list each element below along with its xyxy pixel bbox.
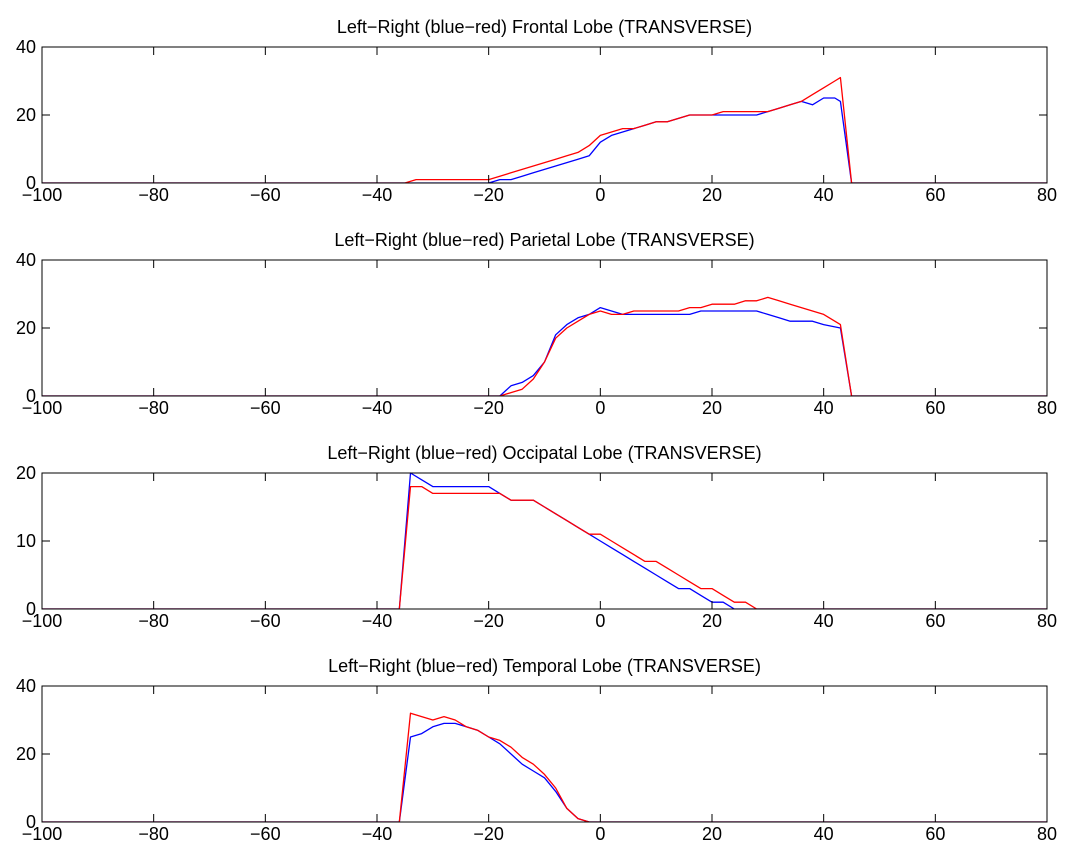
chart-title: Left−Right (blue−red) Parietal Lobe (TRA… xyxy=(334,230,754,250)
y-tick-label: 20 xyxy=(16,105,36,125)
x-tick-label: 80 xyxy=(1037,824,1057,844)
x-tick-label: 80 xyxy=(1037,611,1057,631)
x-tick-label: 40 xyxy=(814,398,834,418)
series-line-right xyxy=(42,485,1047,609)
axes-box xyxy=(41,472,1048,610)
x-tick-label: 20 xyxy=(702,611,722,631)
series-line-left xyxy=(42,97,1047,183)
x-tick-label: −100 xyxy=(22,185,63,205)
x-tick-label: −60 xyxy=(250,824,281,844)
series-line-right xyxy=(42,76,1047,183)
chart-title: Left−Right (blue−red) Occipatal Lobe (TR… xyxy=(327,443,761,463)
x-tick-label: −20 xyxy=(473,611,504,631)
x-tick-label: −100 xyxy=(22,824,63,844)
x-tick-label: 60 xyxy=(925,824,945,844)
y-tick-label: 40 xyxy=(16,676,36,696)
x-tick-label: −40 xyxy=(362,611,393,631)
y-tick-label: 10 xyxy=(16,531,36,551)
series-line-left xyxy=(42,306,1047,396)
axes-box xyxy=(41,259,1048,397)
y-tick-label: 0 xyxy=(26,173,36,193)
y-tick-label: 20 xyxy=(16,463,36,483)
axes-box xyxy=(41,685,1048,823)
x-tick-label: 40 xyxy=(814,824,834,844)
x-tick-label: 40 xyxy=(814,185,834,205)
chart-title: Left−Right (blue−red) Frontal Lobe (TRAN… xyxy=(337,17,752,37)
x-tick-label: 20 xyxy=(702,398,722,418)
x-tick-label: 80 xyxy=(1037,185,1057,205)
x-tick-label: −60 xyxy=(250,611,281,631)
x-tick-label: −60 xyxy=(250,398,281,418)
x-tick-label: 60 xyxy=(925,398,945,418)
x-tick-label: 0 xyxy=(595,824,605,844)
x-tick-label: 20 xyxy=(702,185,722,205)
x-tick-label: 0 xyxy=(595,185,605,205)
series-line-right xyxy=(42,296,1047,396)
x-tick-label: 0 xyxy=(595,398,605,418)
x-tick-label: −100 xyxy=(22,398,63,418)
y-tick-label: 20 xyxy=(16,318,36,338)
x-tick-label: −20 xyxy=(473,824,504,844)
x-tick-label: 60 xyxy=(925,185,945,205)
y-tick-label: 40 xyxy=(16,250,36,270)
y-tick-label: 0 xyxy=(26,599,36,619)
y-tick-label: 40 xyxy=(16,37,36,57)
x-tick-label: −40 xyxy=(362,185,393,205)
x-tick-label: −80 xyxy=(138,398,169,418)
x-tick-label: −40 xyxy=(362,824,393,844)
x-tick-label: −100 xyxy=(22,611,63,631)
x-tick-label: −80 xyxy=(138,824,169,844)
x-tick-label: 40 xyxy=(814,611,834,631)
x-tick-label: 20 xyxy=(702,824,722,844)
x-tick-label: 80 xyxy=(1037,398,1057,418)
x-tick-label: −60 xyxy=(250,185,281,205)
x-tick-label: −80 xyxy=(138,611,169,631)
x-tick-label: −40 xyxy=(362,398,393,418)
x-tick-label: 60 xyxy=(925,611,945,631)
x-tick-label: −20 xyxy=(473,398,504,418)
y-tick-label: 0 xyxy=(26,812,36,832)
series-line-left xyxy=(42,472,1047,609)
y-tick-label: 0 xyxy=(26,386,36,406)
y-tick-label: 20 xyxy=(16,744,36,764)
x-tick-label: −80 xyxy=(138,185,169,205)
x-tick-label: 0 xyxy=(595,611,605,631)
series-line-left xyxy=(42,722,1047,822)
x-tick-label: −20 xyxy=(473,185,504,205)
chart-title: Left−Right (blue−red) Temporal Lobe (TRA… xyxy=(328,656,761,676)
series-line-right xyxy=(42,712,1047,822)
